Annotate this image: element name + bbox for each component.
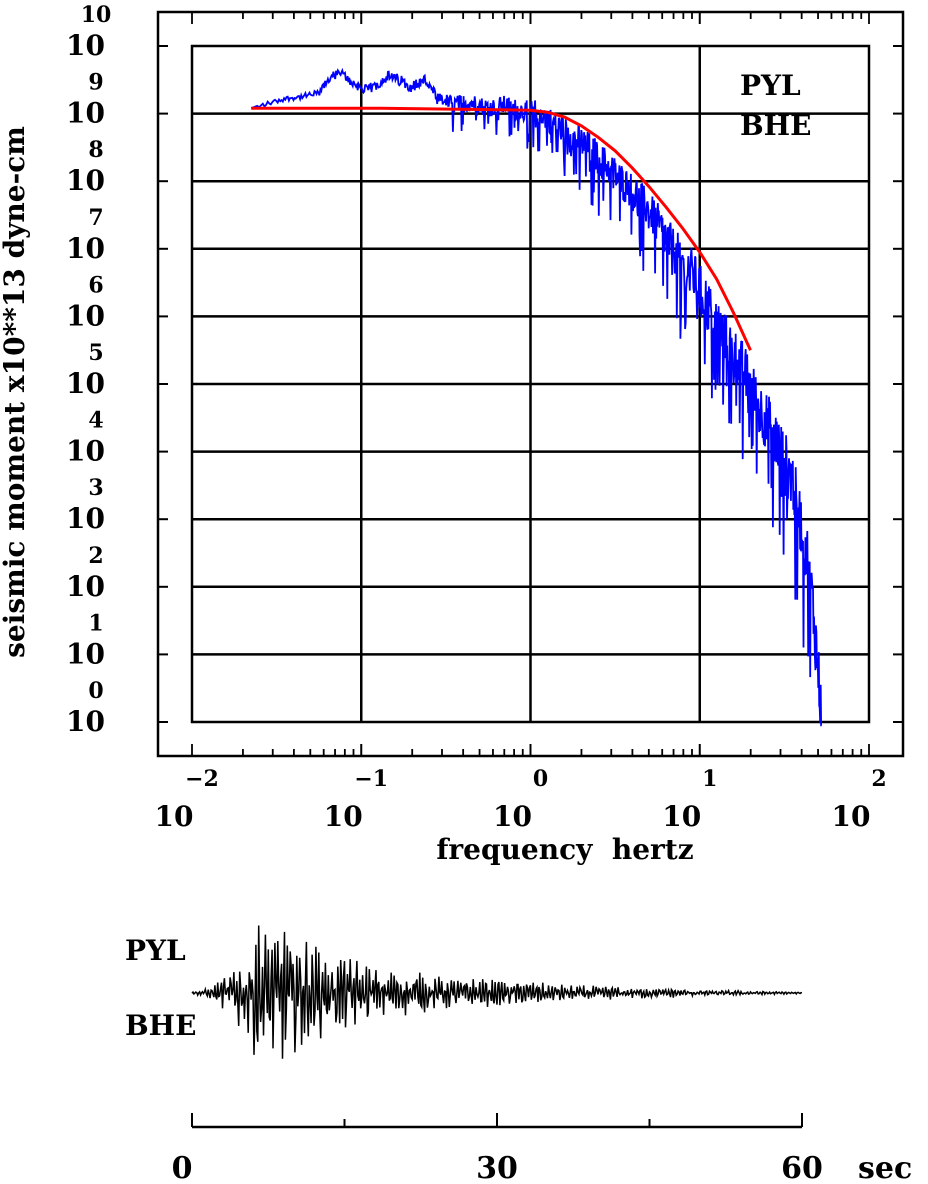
y-tick-label-base: 10 [66, 637, 105, 670]
spectrum-series [250, 67, 822, 727]
time-tick-label: 60 [781, 1151, 823, 1184]
x-tick-label-exp: 2 [871, 766, 886, 792]
spectrum-station-label: PYL [740, 69, 801, 102]
seismogram-chart: PYL BHE 0 30 60 sec [125, 925, 912, 1184]
y-tick-label-exp: 2 [88, 543, 103, 569]
y-tick-label-exp: 7 [88, 205, 103, 231]
x-tick-label-exp: −1 [354, 766, 388, 792]
x-tick-label-exp: 1 [702, 766, 717, 792]
seismogram-trace [191, 925, 803, 1059]
spectrum-channel-label: BHE [740, 109, 811, 142]
y-tick-label-exp: 6 [88, 272, 103, 298]
y-tick-label-base: 10 [66, 435, 105, 468]
spectrum-grid [192, 46, 869, 722]
y-tick-label-base: 10 [66, 232, 105, 265]
time-axis-ticks: 0 30 60 [172, 1113, 823, 1184]
x-tick-label-base: 10 [832, 800, 871, 833]
time-unit-label: sec [858, 1151, 912, 1184]
y-axis-label: seismic moment x10**13 dyne-cm [0, 126, 31, 658]
y-tick-label-base: 10 [66, 299, 105, 332]
y-tick-label-exp: 5 [88, 340, 103, 366]
seismogram-channel-label: BHE [125, 1009, 196, 1042]
x-tick-label-exp: −2 [185, 766, 219, 792]
x-tick-label-base: 10 [324, 800, 363, 833]
y-tick-label-base: 10 [66, 570, 105, 603]
y-tick-label-exp: 9 [88, 70, 103, 96]
spectrum-line [250, 67, 822, 727]
x-axis-label: frequency hertz [436, 833, 693, 866]
x-tick-label-base: 10 [155, 800, 194, 833]
y-tick-label-base: 10 [66, 367, 105, 400]
spectrum-ticks [158, 12, 903, 756]
x-tick-label-exp: 0 [533, 766, 548, 792]
seismogram-station-label: PYL [125, 934, 186, 967]
x-tick-label-base: 10 [493, 800, 532, 833]
y-tick-label-base: 10 [66, 29, 105, 62]
y-tick-label-exp: 10 [81, 2, 112, 28]
model-fit-line [251, 106, 752, 351]
y-tick-label-base: 10 [66, 502, 105, 535]
y-tick-label-exp: 1 [88, 610, 103, 636]
y-tick-label-exp: 3 [88, 475, 103, 501]
y-tick-label-exp: 0 [88, 678, 103, 704]
y-tick-label-base: 10 [66, 705, 105, 738]
time-tick-label: 30 [476, 1151, 518, 1184]
seismogram-line [191, 925, 803, 1059]
y-tick-label-base: 10 [66, 164, 105, 197]
y-tick-label-exp: 4 [88, 408, 103, 434]
y-tick-label-base: 10 [66, 97, 105, 130]
y-tick-label-exp: 8 [88, 137, 103, 163]
x-tick-label-base: 10 [662, 800, 701, 833]
time-tick-label: 0 [172, 1151, 193, 1184]
